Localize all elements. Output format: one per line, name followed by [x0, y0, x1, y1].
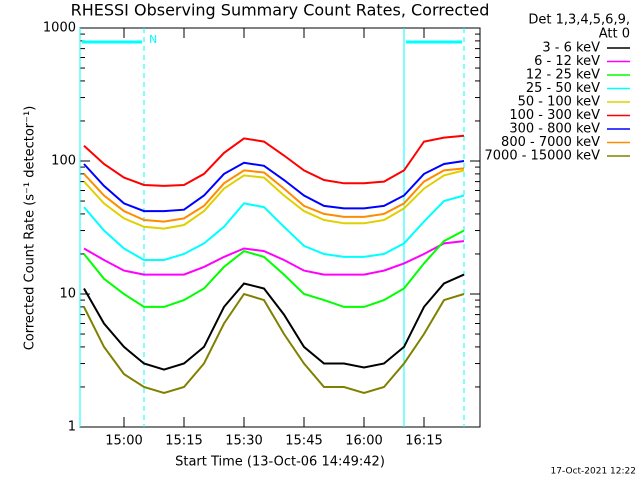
x-tick-label: 16:15 — [405, 434, 442, 449]
flag-label: N — [149, 33, 157, 46]
legend-label: 300 - 800 keV — [509, 122, 600, 137]
chart-title: RHESSI Observing Summary Count Rates, Co… — [71, 1, 490, 20]
timestamp: 17-Oct-2021 12:22 — [551, 467, 636, 477]
plot-frame — [79, 27, 481, 428]
y-tick-label: 1 — [68, 420, 76, 435]
series-line — [83, 167, 465, 223]
legend-label: 25 - 50 keV — [526, 81, 600, 96]
legend-label: 6 - 12 keV — [534, 54, 600, 69]
series-line — [83, 292, 465, 395]
x-tick-label: 16:00 — [345, 434, 382, 449]
series-line — [83, 134, 465, 187]
legend-label: 800 - 7000 keV — [501, 135, 600, 150]
x-tick-label: 15:00 — [105, 434, 142, 449]
y-tick-label: 10 — [59, 287, 76, 302]
detector-label: Det 1,3,4,5,6,9, — [528, 13, 630, 28]
attenuator-label: Att 0 — [599, 27, 630, 42]
y-tick-label: 1000 — [43, 21, 76, 36]
series-line — [83, 194, 465, 261]
series-line — [83, 240, 465, 276]
x-tick-label: 15:15 — [165, 434, 202, 449]
x-tick-label: 15:45 — [285, 434, 322, 449]
y-axis-label: Corrected Count Rate (s⁻¹ detector⁻¹) — [23, 106, 38, 351]
series-line — [83, 229, 465, 308]
legend-label: 100 - 300 keV — [509, 108, 600, 123]
legend-label: 50 - 100 keV — [518, 95, 601, 110]
legend-label: 3 - 6 keV — [542, 41, 600, 56]
series-line — [83, 169, 465, 230]
x-tick-label: 15:30 — [225, 434, 262, 449]
legend-label: 7000 - 15000 keV — [485, 149, 601, 164]
series-line — [83, 160, 465, 213]
legend-label: 12 - 25 keV — [526, 68, 600, 83]
x-axis-label: Start Time (13-Oct-06 14:49:42) — [175, 455, 385, 470]
series-line — [83, 273, 465, 371]
y-tick-label: 100 — [51, 154, 76, 169]
